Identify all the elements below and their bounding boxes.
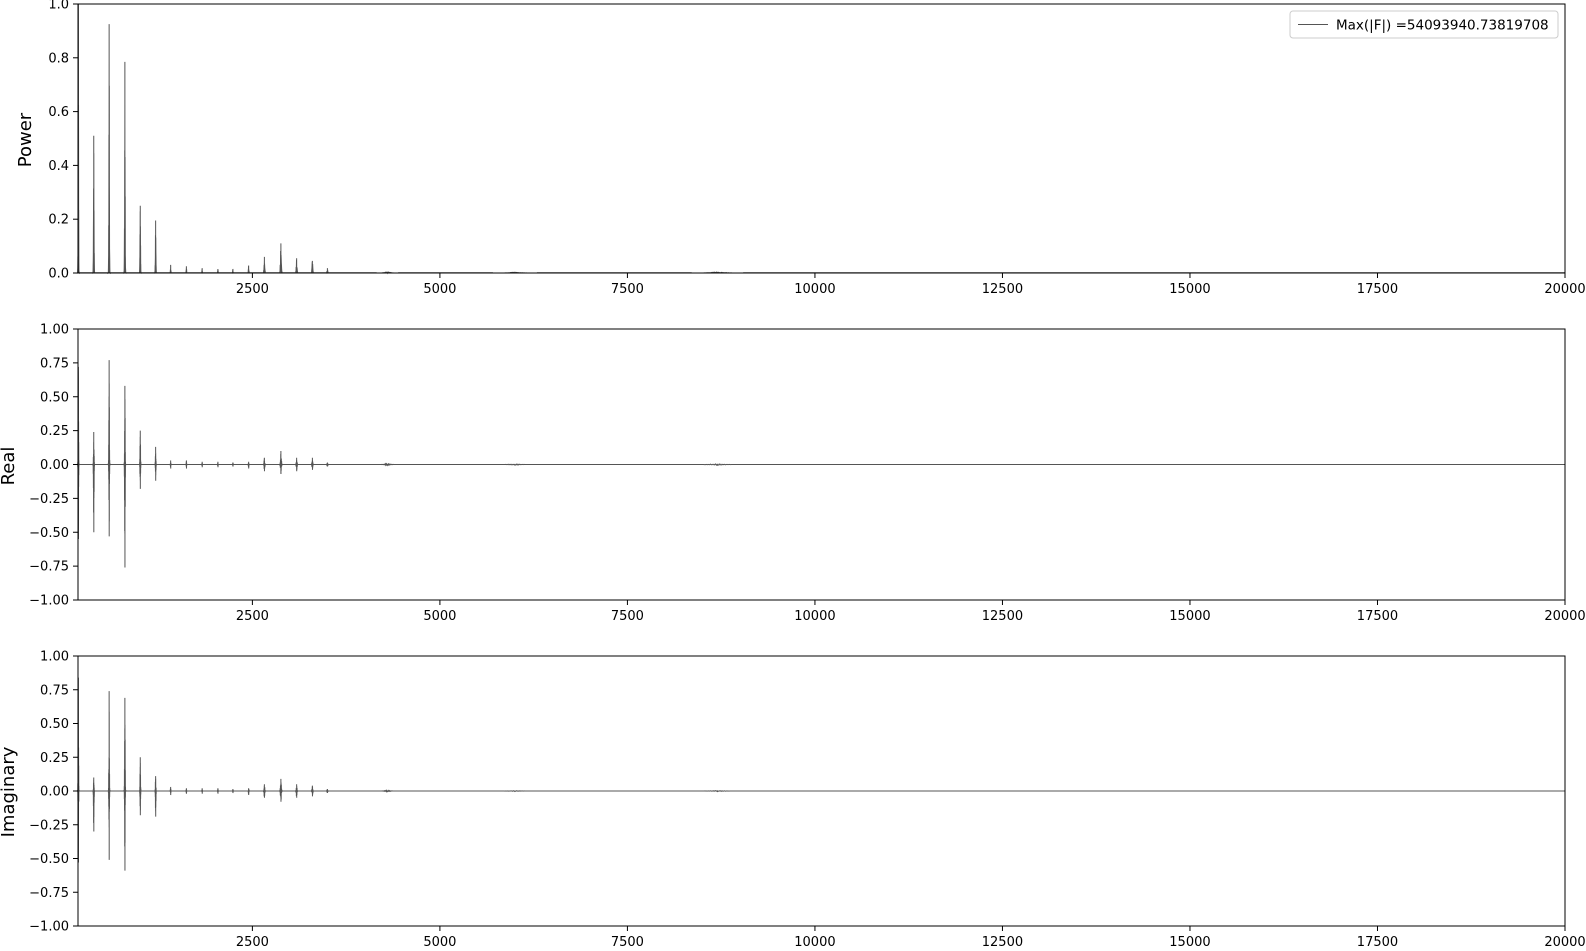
y-tick-label: 0.8 bbox=[48, 51, 69, 66]
y-axis-label-real: Real bbox=[0, 447, 19, 486]
x-tick-label: 5000 bbox=[423, 609, 456, 624]
x-tick-label: 17500 bbox=[1357, 935, 1398, 950]
chart-panel-real: 2500 5000 7500 10000 12500 15000 17500 20000 −1.… bbox=[0, 323, 1586, 625]
x-tick-label: 17500 bbox=[1357, 609, 1398, 624]
series-line-imaginary bbox=[76, 677, 1565, 871]
series-line-power bbox=[76, 3, 1565, 275]
x-tick-label: 12500 bbox=[982, 935, 1023, 950]
legend-box bbox=[1289, 10, 1559, 39]
axes-frame-power bbox=[77, 3, 1566, 274]
y-tick-label: −0.75 bbox=[29, 560, 69, 575]
y-tick-label: 0.00 bbox=[40, 458, 69, 473]
y-tick-label: 0.50 bbox=[40, 390, 69, 405]
y-tick-label: −0.50 bbox=[29, 852, 69, 867]
y-tick-label: 1.0 bbox=[48, 0, 69, 13]
x-tick-label: 7500 bbox=[611, 935, 644, 950]
x-tick-label: 5000 bbox=[423, 282, 456, 297]
legend-entry: Max(|F|) =54093940.73819708 bbox=[1336, 18, 1549, 34]
y-tick-label: 1.00 bbox=[40, 650, 69, 665]
x-tick-label: 12500 bbox=[982, 609, 1023, 624]
x-tick-label: 20000 bbox=[1544, 282, 1585, 297]
y-tick-label: 0.25 bbox=[40, 424, 69, 439]
y-tick-label: 0.50 bbox=[40, 717, 69, 732]
y-tick-label: 0.6 bbox=[48, 105, 69, 120]
x-tick-label: 10000 bbox=[794, 935, 835, 950]
x-tick-label: 15000 bbox=[1169, 609, 1210, 624]
x-tick-label: 2500 bbox=[236, 935, 269, 950]
chart-panel-power: 2500 5000 7500 10000 12500 15000 17500 20000 0.0… bbox=[15, 0, 1586, 297]
y-tick-label: −0.75 bbox=[29, 886, 69, 901]
y-tick-label: −0.25 bbox=[29, 818, 69, 833]
legend: Max(|F|) =54093940.73819708 bbox=[1289, 10, 1559, 39]
x-tick-label: 20000 bbox=[1544, 935, 1585, 950]
y-axis-label-power: Power bbox=[15, 112, 36, 167]
x-tick-label: 7500 bbox=[611, 282, 644, 297]
y-tick-label: 0.2 bbox=[48, 213, 69, 228]
x-tick-label: 5000 bbox=[423, 935, 456, 950]
chart-panel-imaginary: 2500 5000 7500 10000 12500 15000 17500 20000 −1.… bbox=[0, 650, 1586, 951]
x-tick-label: 10000 bbox=[794, 609, 835, 624]
y-tick-label: 0.00 bbox=[40, 785, 69, 800]
x-tick-label: 12500 bbox=[982, 282, 1023, 297]
x-tick-label: 15000 bbox=[1169, 935, 1210, 950]
x-tick-label: 2500 bbox=[236, 609, 269, 624]
y-tick-label: −1.00 bbox=[29, 920, 69, 935]
y-tick-label: 0.4 bbox=[48, 159, 69, 174]
y-tick-label: −1.00 bbox=[29, 594, 69, 609]
y-tick-label: 0.0 bbox=[48, 267, 69, 282]
x-tick-label: 7500 bbox=[611, 609, 644, 624]
x-tick-label: 17500 bbox=[1357, 282, 1398, 297]
x-tick-label: 2500 bbox=[236, 282, 269, 297]
y-tick-label: 0.25 bbox=[40, 751, 69, 766]
y-tick-label: 0.75 bbox=[40, 683, 69, 698]
y-axis-label-imaginary: Imaginary bbox=[0, 746, 19, 837]
x-tick-label: 15000 bbox=[1169, 282, 1210, 297]
x-tick-label: 10000 bbox=[794, 282, 835, 297]
y-tick-label: −0.25 bbox=[29, 492, 69, 507]
y-tick-label: 0.75 bbox=[40, 356, 69, 371]
y-tick-label: −0.50 bbox=[29, 526, 69, 541]
series-line-real bbox=[76, 360, 1565, 568]
x-tick-label: 20000 bbox=[1544, 609, 1585, 624]
y-tick-label: 1.00 bbox=[40, 323, 69, 338]
